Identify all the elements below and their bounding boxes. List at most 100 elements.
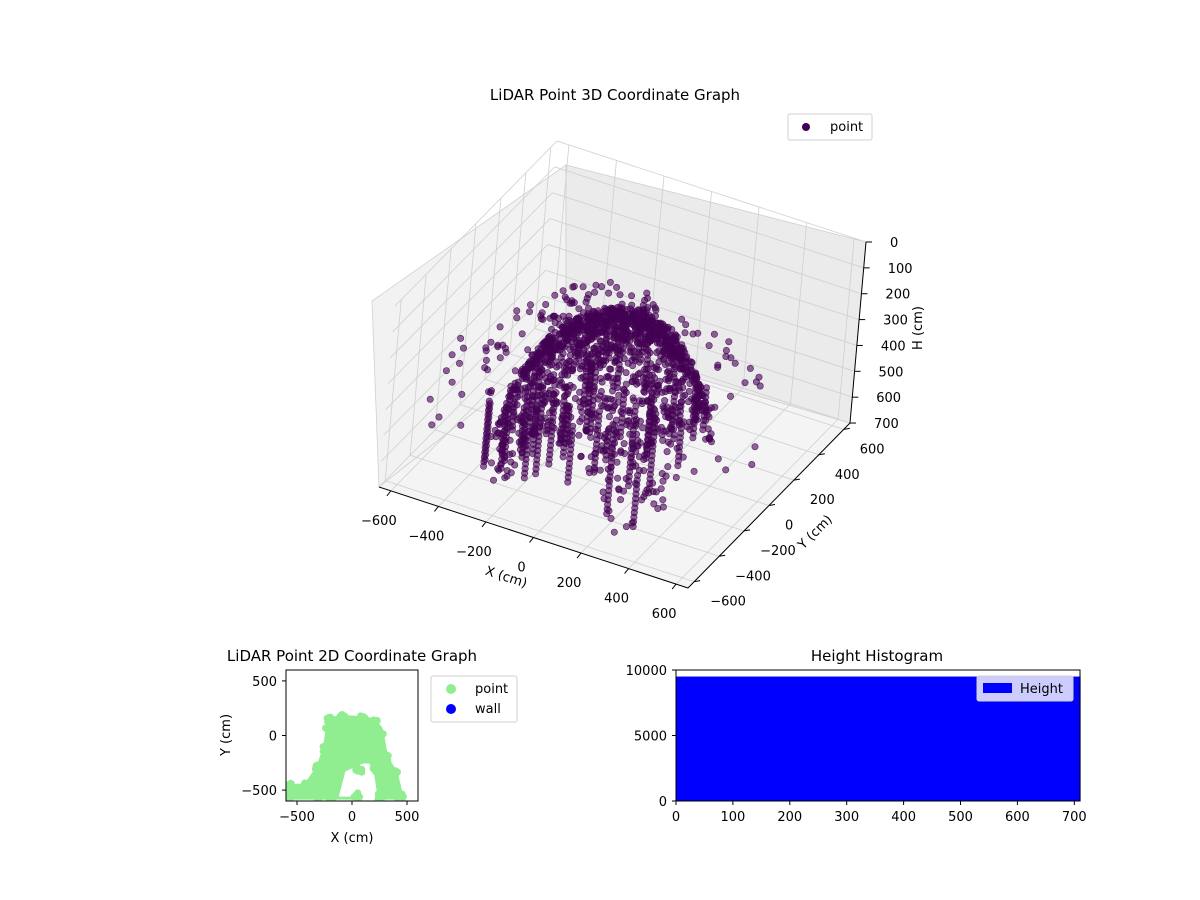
point-3d — [635, 319, 643, 327]
point-3d — [643, 450, 651, 458]
point-3d — [538, 341, 546, 349]
point-3d — [664, 463, 672, 471]
point-2d — [398, 795, 406, 801]
histogram-bar — [676, 676, 683, 801]
3d-ticks: −600−400−2000200400600−600−400−200020040… — [361, 236, 913, 622]
z-tick-label-3d: 100 — [888, 262, 913, 277]
point-3d — [597, 356, 605, 364]
x-tick-3d — [529, 537, 534, 543]
point-3d — [679, 377, 687, 385]
point-3d — [641, 340, 649, 348]
y-tick-3d — [694, 580, 701, 583]
x-tick-label-hist: 600 — [1005, 810, 1030, 825]
chart-3d-title: LiDAR Point 3D Coordinate Graph — [490, 86, 740, 104]
point-3d — [487, 459, 495, 467]
point-3d — [699, 426, 707, 434]
point-3d — [634, 306, 642, 314]
x-tick-label-2d: 0 — [348, 810, 356, 825]
histogram-bar — [988, 676, 996, 801]
point-3d — [659, 403, 667, 411]
histogram-bar — [749, 676, 757, 801]
point-3d — [575, 305, 583, 313]
legend-histogram: Height — [976, 675, 1074, 702]
point-3d — [613, 283, 621, 291]
point-2d — [363, 756, 371, 764]
x-tick-3d — [386, 490, 392, 497]
histogram-bar — [875, 676, 882, 801]
histogram-bar — [949, 676, 956, 801]
point-3d — [582, 427, 590, 435]
point-3d — [662, 350, 670, 358]
point-3d — [579, 283, 587, 291]
histogram-bar — [681, 676, 688, 801]
point-3d — [714, 361, 722, 369]
histogram-bar — [937, 676, 945, 801]
z-tick-label-3d: 200 — [885, 288, 910, 303]
point-3d — [663, 448, 671, 456]
point-3d — [555, 361, 563, 369]
point-3d — [670, 355, 678, 363]
point-3d — [606, 332, 614, 340]
point-3d — [616, 291, 624, 299]
histogram-ticks: 0 100 200 300 400 500 600 700 0 5000 10000 — [626, 664, 1087, 825]
y-tick-label-hist: 10000 — [626, 664, 667, 679]
point-3d — [676, 365, 684, 373]
point-3d — [722, 346, 730, 354]
histogram-bar — [983, 676, 990, 801]
point-3d — [522, 375, 530, 383]
point-3d — [587, 433, 595, 441]
point-3d — [660, 427, 668, 435]
point-3d — [606, 278, 614, 286]
point-3d — [645, 314, 653, 322]
2d-ticks: −500 0 500 −500 0 500 — [241, 675, 419, 825]
histogram-bar — [858, 676, 865, 801]
x-tick-label-hist: 200 — [777, 810, 802, 825]
point-3d — [686, 380, 694, 388]
z-tick-label-3d: 400 — [881, 339, 906, 354]
point-3d — [672, 473, 680, 481]
point-3d — [591, 288, 599, 296]
point-3d — [657, 485, 665, 493]
point-2d — [286, 786, 293, 794]
grid-left-z — [380, 295, 544, 462]
histogram-bar — [1057, 676, 1064, 801]
point-3d — [590, 468, 598, 476]
x-tick-3d — [671, 583, 677, 590]
point-3d — [458, 390, 466, 398]
point-3d — [457, 334, 465, 342]
histogram-bar — [789, 676, 797, 801]
grid-back-x — [790, 222, 807, 404]
point-3d — [494, 343, 502, 351]
point-3d — [604, 404, 612, 412]
x-tick-label-3d: −600 — [361, 514, 397, 529]
x-tick-label-hist: 500 — [948, 810, 973, 825]
grid-left-z — [394, 140, 558, 307]
grid-left-z — [385, 244, 549, 410]
z-tick-label-3d: 600 — [876, 391, 901, 406]
point-3d — [617, 323, 625, 331]
point-3d — [610, 528, 618, 536]
point-3d — [608, 306, 616, 314]
point-2d — [370, 719, 378, 727]
point-2d — [374, 765, 381, 773]
histogram-bar — [1051, 676, 1058, 801]
z-tick-label-3d: 500 — [879, 365, 904, 380]
point-3d — [670, 435, 678, 443]
point-3d — [602, 456, 610, 464]
point-3d — [592, 281, 600, 289]
histogram-bar — [835, 676, 842, 801]
point-3d — [487, 387, 495, 395]
x-tick-label-3d: 200 — [557, 576, 582, 591]
point-3d — [621, 449, 629, 457]
point-3d — [651, 323, 659, 331]
z-axis-label-3d: H (cm) — [911, 306, 926, 350]
point-3d — [660, 332, 668, 340]
point-3d — [496, 354, 504, 362]
point-3d — [518, 330, 526, 338]
point-3d — [661, 343, 669, 351]
point-3d — [588, 326, 596, 334]
y-tick-3d — [719, 554, 726, 557]
point-3d — [726, 392, 734, 400]
point-3d — [705, 342, 713, 350]
point-3d — [605, 289, 613, 297]
